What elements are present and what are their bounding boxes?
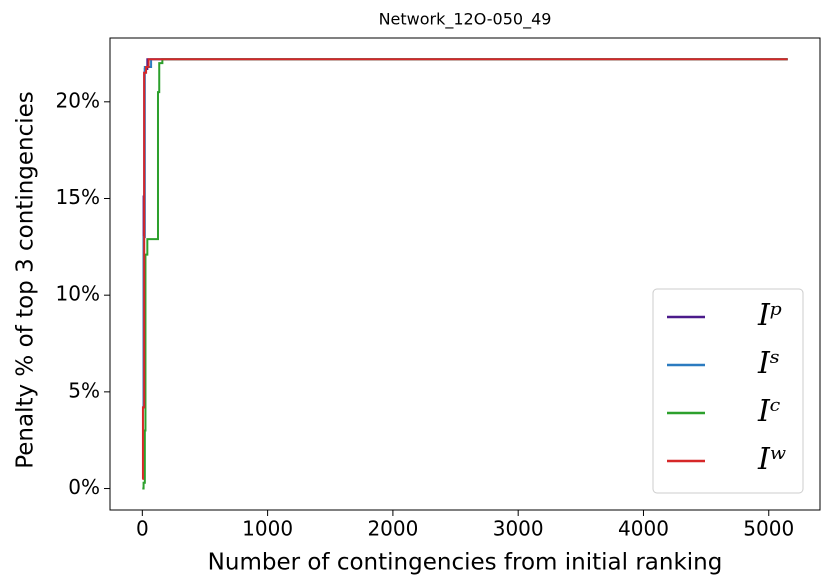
legend-label: Iᶜ bbox=[757, 394, 780, 429]
series-line bbox=[141, 58, 788, 480]
legend-label: Iˢ bbox=[757, 346, 780, 381]
y-tick-label: 10% bbox=[56, 282, 100, 306]
y-tick-label: 20% bbox=[56, 88, 100, 112]
x-tick-label: 4000 bbox=[618, 517, 669, 541]
x-tick-label: 3000 bbox=[493, 517, 544, 541]
x-axis-label: Number of contingencies from initial ran… bbox=[208, 550, 723, 576]
x-tick-label: 1000 bbox=[242, 517, 293, 541]
x-tick-label: 0 bbox=[136, 517, 149, 541]
y-tick-label: 15% bbox=[56, 185, 100, 209]
y-axis-label: Penalty % of top 3 contingencies bbox=[13, 91, 39, 469]
x-tick-label: 2000 bbox=[367, 517, 418, 541]
chart-title: Network_12O-050_49 bbox=[379, 10, 552, 30]
legend-box bbox=[652, 288, 804, 494]
series-line bbox=[142, 58, 788, 490]
plot-frame bbox=[109, 37, 821, 511]
legend-label: Iᵖ bbox=[757, 298, 782, 333]
x-tick-label: 5000 bbox=[743, 517, 794, 541]
legend-label: Iʷ bbox=[757, 442, 786, 477]
y-tick-label: 5% bbox=[68, 378, 100, 402]
y-tick-label: 0% bbox=[68, 475, 100, 499]
